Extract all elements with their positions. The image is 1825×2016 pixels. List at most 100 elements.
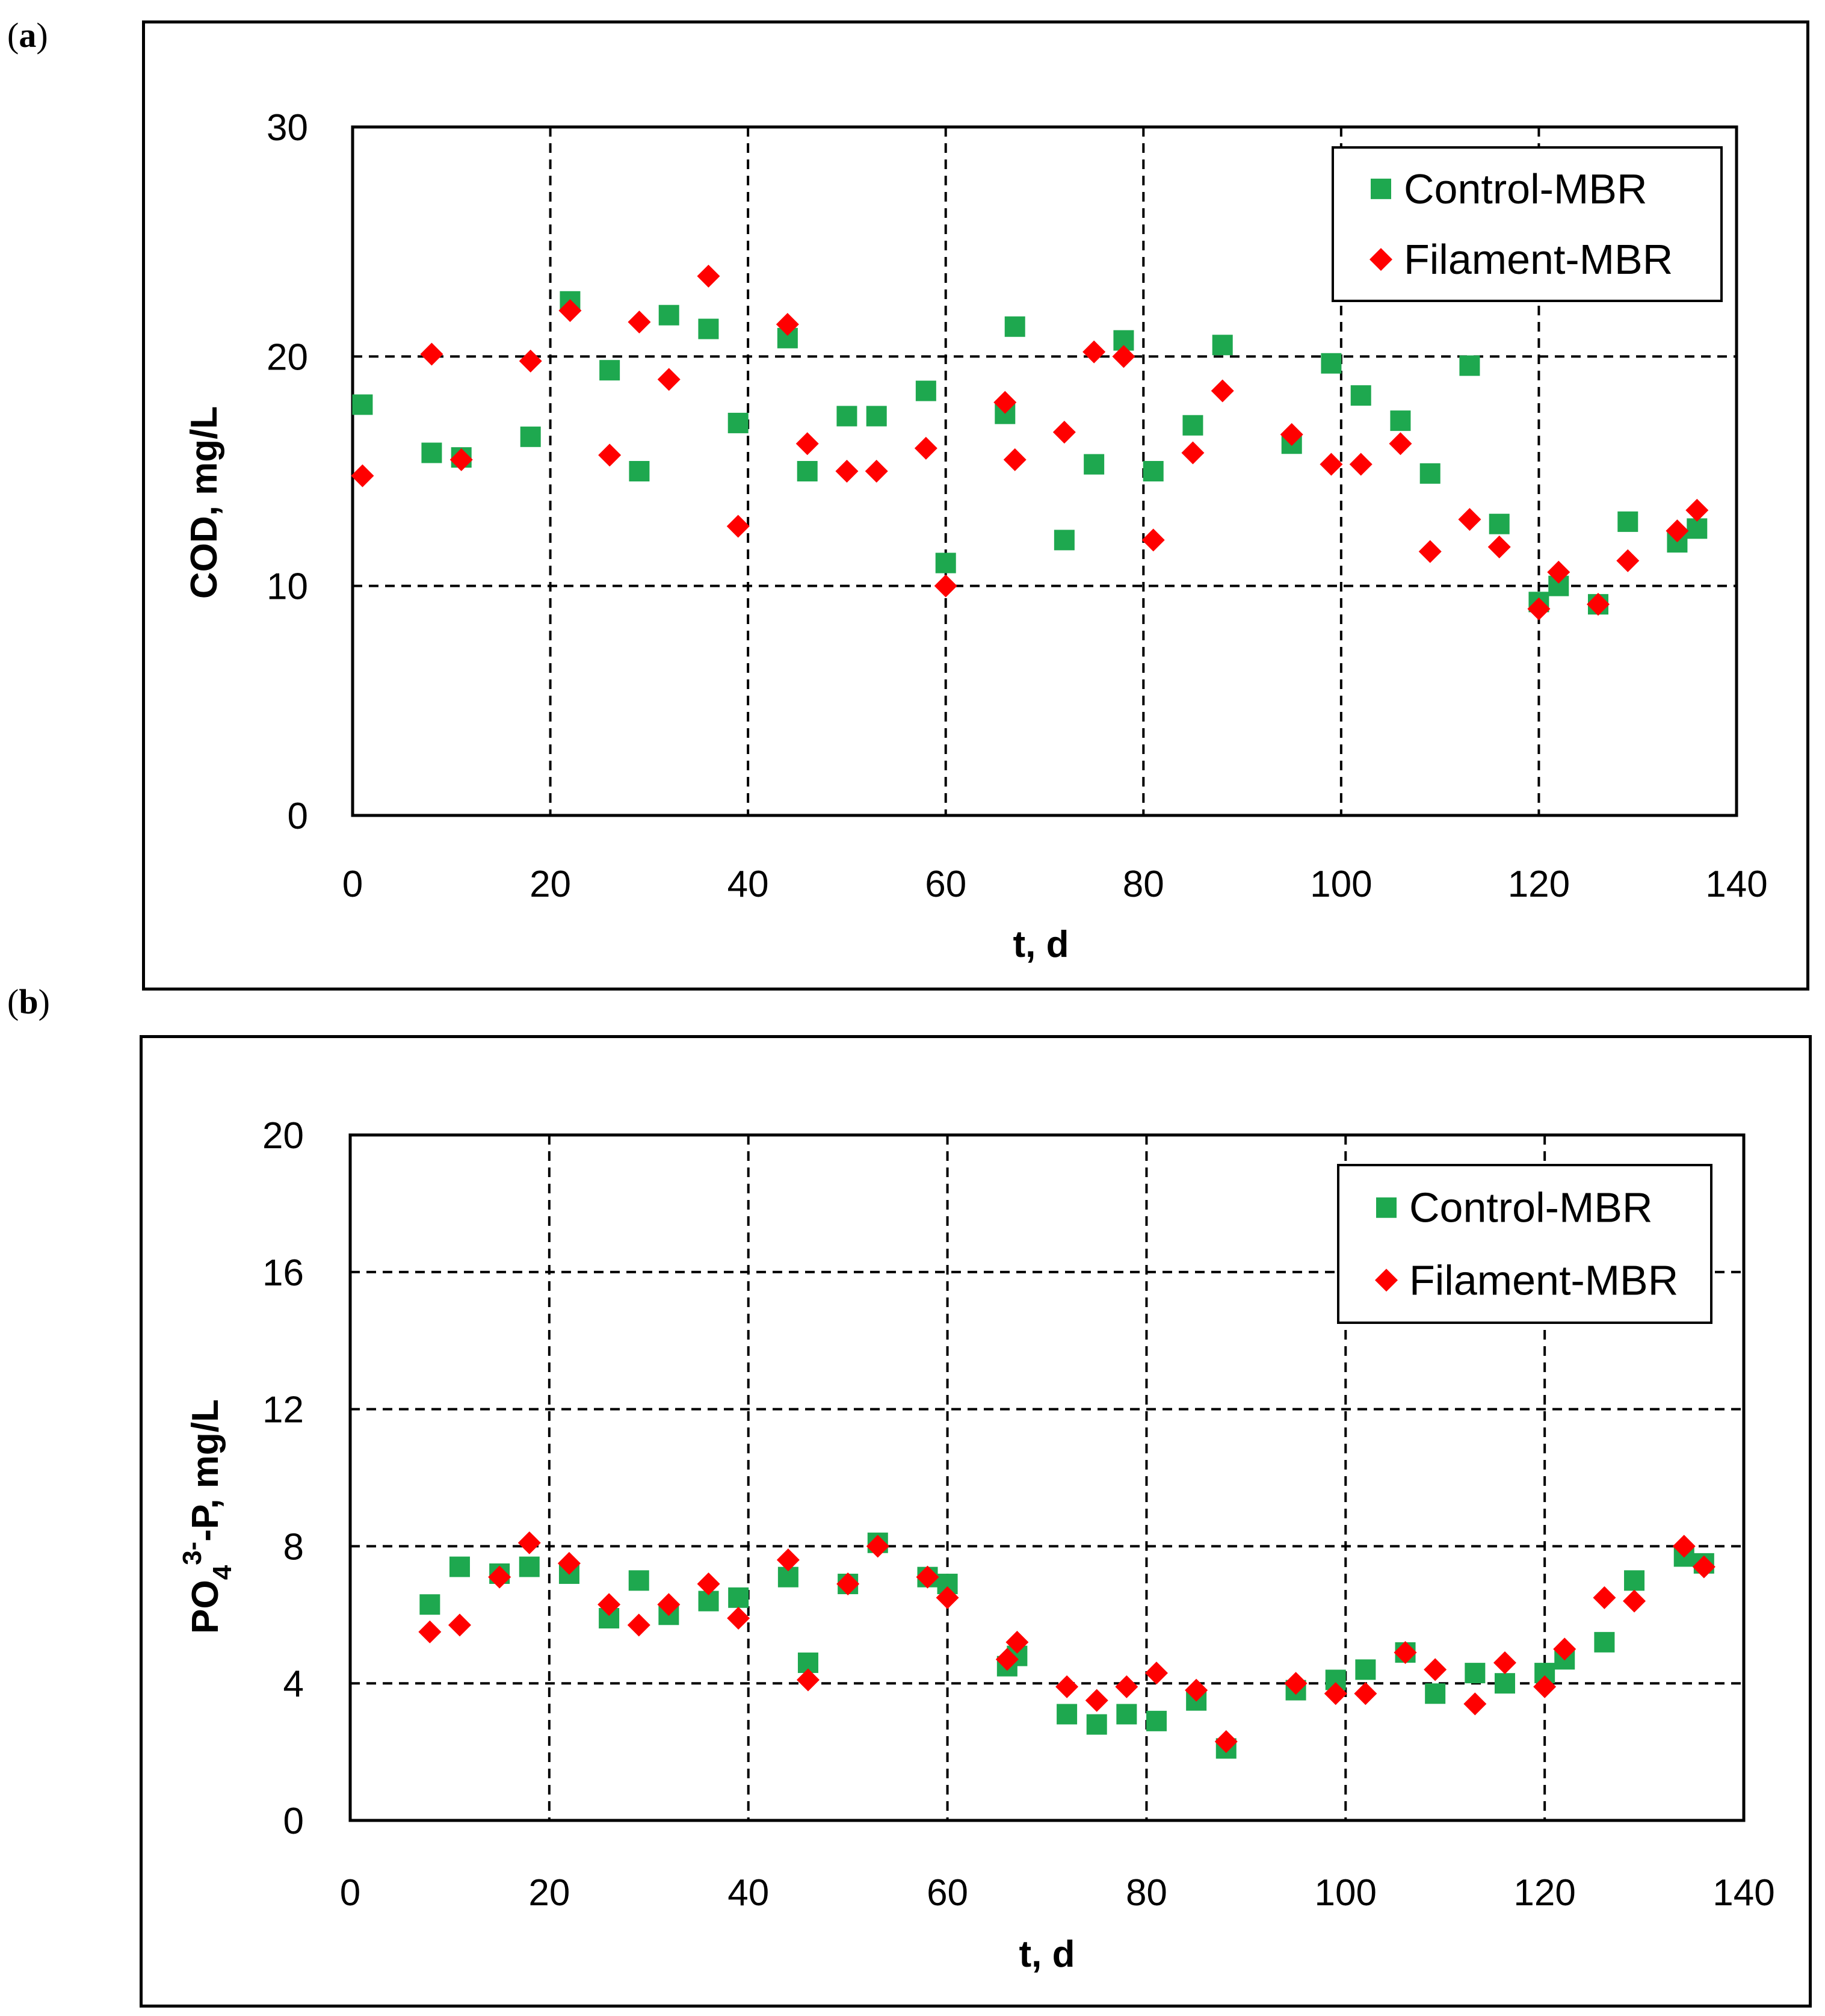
legend-marker-control [1376,1197,1397,1218]
data-point-control-b [449,1556,470,1577]
x-tick-label: 80 [1126,1872,1167,1914]
data-point-control-a [421,442,442,463]
data-point-filament-b [727,1606,750,1630]
data-point-filament-b [697,1572,720,1596]
data-point-control-b [1594,1631,1615,1653]
data-point-control-b [728,1587,749,1608]
x-tick-label: 100 [1310,864,1372,905]
panel-label-a: (a) [7,16,48,55]
y-tick-label: 20 [267,336,308,378]
data-point-filament-a [697,264,720,288]
data-point-filament-b [418,1620,442,1643]
data-point-control-a [1687,518,1708,539]
data-point-filament-a [420,342,443,366]
data-point-control-a [727,412,749,433]
data-point-filament-a [1003,448,1027,471]
data-point-filament-b [598,1593,621,1616]
panel-label-b: (b) [7,982,50,1021]
data-point-control-a [935,552,956,574]
data-point-filament-a [1349,453,1373,476]
data-point-control-a [1054,530,1075,551]
data-point-filament-a [726,515,750,538]
data-point-filament-a [993,391,1017,414]
data-point-filament-b [1185,1678,1208,1702]
y-axis-title-a: COD, mg/L [184,406,225,599]
data-point-filament-a [519,349,542,373]
data-point-filament-b [836,1572,860,1596]
data-point-filament-b [1394,1640,1417,1664]
data-point-filament-b [517,1531,541,1554]
data-point-filament-b [1692,1555,1715,1578]
data-point-control-a [1459,355,1480,376]
data-point-filament-a [1666,519,1689,543]
data-point-filament-a [795,432,819,456]
data-point-filament-a [1527,597,1551,620]
data-point-control-a [352,394,373,415]
x-tick-label: 40 [727,864,769,905]
y-axis-title-b-sup: 3- [178,1542,207,1565]
y-tick-label: 20 [262,1115,304,1157]
y-tick-label: 30 [267,107,308,149]
data-point-filament-a [1141,528,1165,552]
data-point-filament-b [936,1586,959,1609]
y-tick-label: 4 [283,1663,304,1705]
x-tick-label: 0 [342,864,363,905]
data-point-filament-a [628,311,651,334]
plot-area-b [348,1133,1746,1822]
legend-marker-filament [1370,248,1392,271]
x-tick-label: 100 [1315,1872,1377,1914]
data-point-filament-a [1418,540,1442,563]
x-tick-label: 20 [528,1872,570,1914]
legend-label-filament: Filament-MBR [1404,236,1673,283]
data-point-control-a [520,426,541,447]
data-point-filament-a [776,312,799,336]
data-point-filament-a [1181,441,1205,465]
data-point-filament-a [835,460,859,483]
data-point-control-b [628,1570,649,1591]
data-point-control-b [1355,1659,1376,1680]
legend-marker-filament [1375,1269,1398,1292]
y-tick-label: 12 [262,1390,304,1431]
x-axis-title-b: t, d [1019,1934,1075,1975]
data-point-filament-b [1672,1535,1696,1558]
y-tick-label: 16 [262,1252,304,1294]
data-point-filament-a [934,574,957,598]
x-tick-label: 0 [340,1872,360,1914]
data-point-filament-b [1463,1692,1487,1716]
data-point-filament-b [1284,1672,1308,1695]
data-point-control-a [1419,463,1441,484]
data-point-control-b [519,1556,540,1577]
data-point-control-b [1057,1704,1078,1725]
y-tick-label: 0 [288,796,308,837]
legend-marker-control [1371,178,1391,199]
data-point-filament-b [995,1648,1019,1671]
data-point-filament-a [1487,535,1511,558]
data-point-filament-a [1587,593,1610,616]
data-point-control-b [1425,1683,1446,1704]
data-point-filament-a [657,368,681,391]
plot-area-a [351,125,1738,817]
data-point-control-b [419,1594,440,1615]
data-point-control-b [1146,1710,1167,1731]
data-point-filament-a [598,444,622,467]
data-point-control-a [1084,454,1105,475]
y-tick-label: 10 [267,566,308,608]
data-point-filament-b [448,1613,471,1637]
data-point-filament-b [1085,1689,1108,1712]
data-point-control-a [599,360,620,381]
data-point-filament-b [1324,1682,1347,1705]
data-point-control-a [866,406,887,427]
data-point-filament-a [865,460,888,483]
y-axis-title-b-rest: -P, mg/L [185,1399,226,1542]
data-point-filament-b [1144,1662,1168,1685]
data-point-control-a [1321,353,1342,374]
data-point-filament-b [627,1613,650,1637]
data-point-filament-a [449,448,473,471]
data-point-filament-b [1214,1730,1238,1754]
data-point-filament-b [657,1593,681,1616]
data-point-control-a [1143,461,1164,481]
legend-box-a [1332,146,1723,302]
data-point-filament-a [914,436,937,460]
data-point-filament-a [1052,421,1076,444]
data-point-filament-a [1547,560,1570,584]
